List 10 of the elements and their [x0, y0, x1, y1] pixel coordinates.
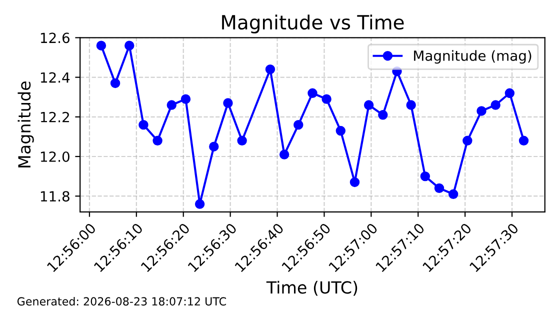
legend-label: Magnitude (mag) — [414, 50, 532, 64]
y-tick-label: 11.8 — [40, 191, 70, 202]
y-tick-label: 12.0 — [40, 151, 70, 162]
text: Generated: 2026-08-23 18:07:12 UTC — [17, 296, 226, 306]
y-tick-label: 12.2 — [40, 112, 69, 122]
y-axis-title: Magnitude — [18, 82, 34, 168]
y-tick-label: 12.4 — [40, 72, 70, 83]
y-tick-label: 12.6 — [40, 32, 70, 44]
x-axis-title: Time (UTC) — [266, 280, 358, 296]
chart-title: Magnitude vs Time — [222, 14, 404, 34]
